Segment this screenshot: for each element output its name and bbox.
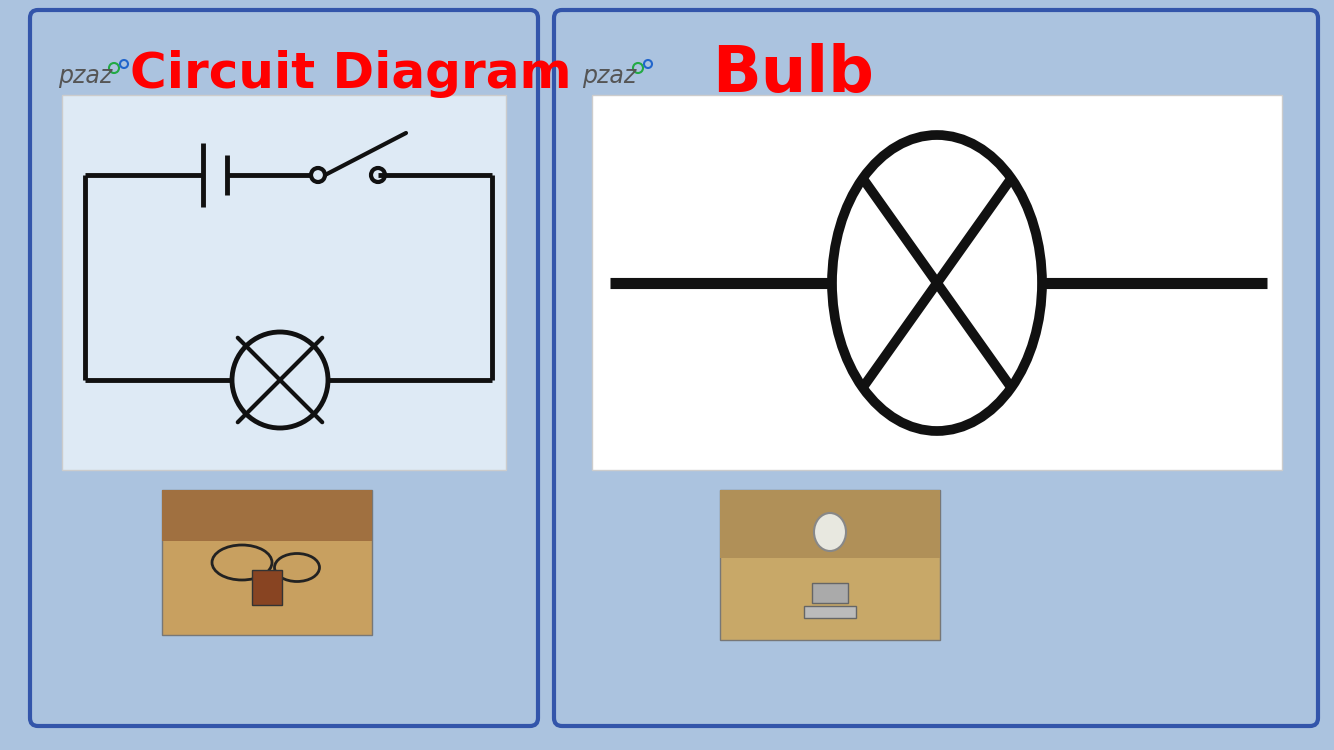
Bar	[720, 490, 940, 557]
Ellipse shape	[832, 135, 1042, 431]
Ellipse shape	[814, 513, 846, 551]
Text: pzaz: pzaz	[582, 64, 636, 88]
Bar	[720, 490, 940, 640]
Bar	[804, 605, 856, 617]
Bar	[161, 490, 372, 635]
Bar	[252, 570, 281, 604]
Bar	[61, 95, 506, 470]
Bar	[592, 95, 1282, 470]
FancyBboxPatch shape	[29, 10, 538, 726]
Text: Bulb: Bulb	[712, 43, 874, 105]
FancyBboxPatch shape	[554, 10, 1318, 726]
Bar	[161, 490, 372, 541]
Text: pzaz: pzaz	[57, 64, 112, 88]
Text: Circuit Diagram: Circuit Diagram	[129, 50, 572, 98]
Bar	[812, 583, 848, 603]
